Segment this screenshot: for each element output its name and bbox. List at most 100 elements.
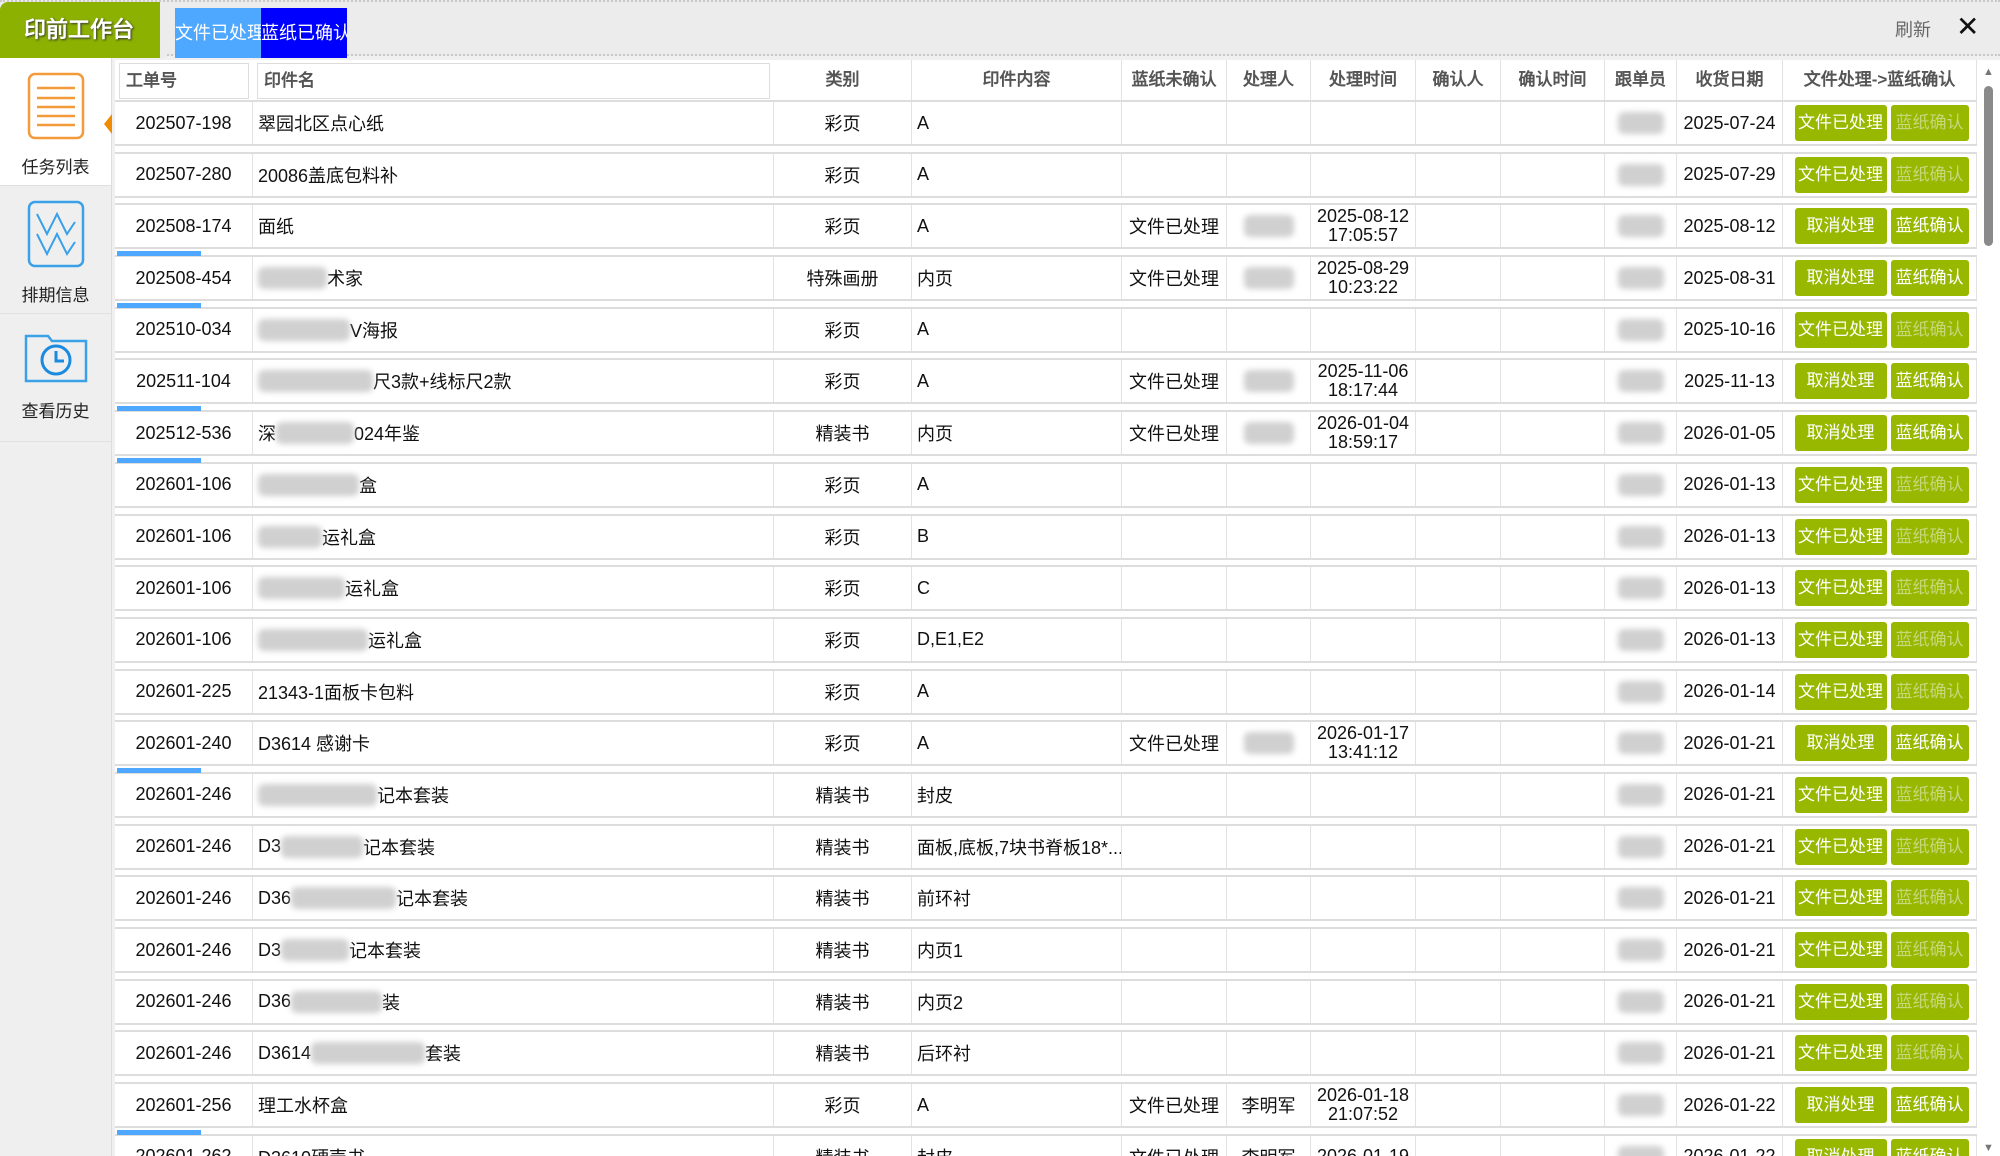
mark-processed-button[interactable]: 文件已处理	[1794, 828, 1887, 865]
cancel-process-button[interactable]: 取消处理	[1794, 725, 1887, 762]
table-row[interactable]: 202601-106 运礼盒 彩页 C 2026-01-13 文件已处理 蓝纸确认	[115, 567, 1977, 619]
table-row[interactable]: 202601-106 运礼盒 彩页 B 2026-01-13 文件已处理 蓝纸确认	[115, 515, 1977, 568]
tab-blueprint-confirmed[interactable]: 蓝纸已确认	[261, 8, 347, 58]
order-no: 202601-246	[115, 825, 253, 868]
table-row[interactable]: 202508-454 术家 特殊画册 内页 文件已处理 2025-08-29 10:23:2…	[115, 257, 1977, 309]
table-row[interactable]: 202511-104 尺3款+线标尺2款 彩页 A 文件已处理 2025-11-06 18:…	[115, 360, 1977, 413]
cancel-process-button[interactable]: 取消处理	[1794, 363, 1887, 400]
row-separator	[115, 611, 1977, 619]
order-no: 202601-106	[115, 463, 253, 506]
merchandiser	[1605, 1135, 1677, 1156]
scrollbar-thumb[interactable]	[1984, 86, 1993, 246]
redacted-blur	[1243, 267, 1294, 290]
table-row[interactable]: 202510-034 V海报 彩页 A 2025-10-16 文件已处理 蓝纸确认	[115, 308, 1977, 361]
col-process-time[interactable]: 处理时间	[1311, 60, 1416, 100]
scroll-up-icon[interactable]: ▲	[1983, 66, 1994, 78]
active-indicator	[104, 114, 112, 134]
actions: 文件已处理 蓝纸确认	[1783, 153, 1977, 196]
col-content[interactable]: 印件内容	[912, 60, 1122, 100]
order-no: 202601-246	[115, 773, 253, 816]
mark-processed-button[interactable]: 文件已处理	[1794, 1035, 1887, 1072]
mark-processed-button[interactable]: 文件已处理	[1794, 621, 1887, 658]
sidebar-item-task-list[interactable]: 任务列表	[0, 58, 112, 186]
table-row[interactable]: 202601-106 运礼盒 彩页 D,E1,E2 2026-01-13 文件已处理 蓝纸确…	[115, 618, 1977, 671]
time-line: 17:05:57	[1327, 225, 1399, 246]
close-icon[interactable]: ✕	[1956, 11, 1980, 42]
table-row[interactable]: 202601-225 21343-1面板卡包料 彩页 A 2026-01-14 文件已处理…	[115, 670, 1977, 723]
col-handler[interactable]: 处理人	[1227, 60, 1311, 100]
table-row[interactable]: 202601-256 理工水杯盒 彩页 A 文件已处理 李明军 2026-01-18 21:0…	[115, 1084, 1977, 1136]
confirm-blueprint-button[interactable]: 蓝纸确认	[1890, 208, 1969, 245]
order-no: 202601-106	[115, 515, 253, 558]
col-actions[interactable]: 文件处理->蓝纸确认	[1783, 60, 1977, 100]
confirm-blueprint-button[interactable]: 蓝纸确认	[1890, 725, 1969, 762]
mark-processed-button[interactable]: 文件已处理	[1794, 932, 1887, 968]
cancel-process-button[interactable]: 取消处理	[1794, 1087, 1887, 1124]
scroll-down-icon[interactable]: ▼	[1983, 1142, 1994, 1154]
mark-processed-button[interactable]: 文件已处理	[1794, 880, 1887, 917]
confirmer	[1416, 308, 1501, 351]
cancel-process-button[interactable]: 取消处理	[1794, 208, 1887, 245]
table-row[interactable]: 202601-246 D36 记本套装 精装书 前环衬 2026-01-21 文件已处理 蓝纸…	[115, 877, 1977, 929]
cancel-process-button[interactable]: 取消处理	[1794, 260, 1887, 297]
col-confirmer[interactable]: 确认人	[1416, 60, 1501, 100]
unconfirmed-status	[1122, 463, 1227, 506]
mark-processed-button[interactable]: 文件已处理	[1794, 105, 1887, 141]
cancel-process-button[interactable]: 取消处理	[1794, 415, 1887, 452]
confirm-blueprint-button[interactable]: 蓝纸确认	[1890, 1087, 1969, 1124]
actions: 文件已处理 蓝纸确认	[1783, 102, 1977, 144]
table-row[interactable]: 202601-246 记本套装 精装书 封皮 2026-01-21 文件已处理 蓝纸确认	[115, 773, 1977, 826]
confirmer	[1416, 257, 1501, 300]
table-row[interactable]: 202601-246 D3614 套装 精装书 后环衬 2026-01-21 文件已处理 蓝纸…	[115, 1032, 1977, 1085]
mark-processed-button[interactable]: 文件已处理	[1794, 570, 1887, 607]
col-unconfirmed[interactable]: 蓝纸未确认	[1122, 60, 1227, 100]
col-confirm-time[interactable]: 确认时间	[1501, 60, 1605, 100]
item-name: V海报	[253, 308, 774, 351]
mark-processed-button[interactable]: 文件已处理	[1794, 983, 1887, 1020]
table-row[interactable]: 202512-536 深 024年鉴 精装书 内页 文件已处理 2026-01-04 18:5…	[115, 412, 1977, 464]
content: A	[912, 308, 1122, 351]
table-row[interactable]: 202601-246 D36 装精装书 内页2 2026-01-21 文件已处理 蓝纸确认	[115, 980, 1977, 1033]
col-delivery-date[interactable]: 收货日期	[1677, 60, 1783, 100]
time-line: 18:17:44	[1327, 380, 1399, 401]
table-row[interactable]: 202508-174 面纸 彩页 A 文件已处理 2025-08-12 17:05:57 20…	[115, 205, 1977, 258]
redacted-blur	[1617, 525, 1664, 548]
mark-processed-button[interactable]: 文件已处理	[1794, 311, 1887, 348]
process-time: 2026-01-18 21:07:52	[1311, 1084, 1416, 1127]
confirm-time	[1501, 153, 1605, 196]
tab-file-processed[interactable]: 文件已处理	[175, 8, 261, 58]
confirm-blueprint-button[interactable]: 蓝纸确认	[1890, 363, 1969, 400]
table-row[interactable]: 202601-106 盒彩页 A 2026-01-13 文件已处理 蓝纸确认	[115, 463, 1977, 516]
table-row[interactable]: 202601-246 D3 记本套装 精装书 内页1 2026-01-21 文件已处理 蓝纸确…	[115, 929, 1977, 981]
sidebar-item-history[interactable]: 查看历史	[0, 314, 111, 442]
col-merchandiser[interactable]: 跟单员	[1605, 60, 1677, 100]
delivery-date: 2026-01-21	[1677, 1032, 1783, 1075]
process-time: 2026-01-04 18:59:17	[1311, 412, 1416, 455]
redacted-blur	[1617, 215, 1664, 238]
refresh-button[interactable]: 刷新	[1895, 20, 1931, 40]
table-row[interactable]: 202507-280 20086盖底包料补 彩页 A 2025-07-29 文件已处理 蓝纸…	[115, 153, 1977, 206]
mark-processed-button[interactable]: 文件已处理	[1794, 776, 1887, 813]
confirm-blueprint-button[interactable]: 蓝纸确认	[1890, 260, 1969, 297]
content: A	[912, 670, 1122, 713]
vertical-scrollbar[interactable]: ▲ ▼	[1977, 60, 2000, 1156]
table-row[interactable]: 202601-240 D3614 感谢卡 彩页 A 文件已处理 2026-01-17 13:…	[115, 722, 1977, 774]
cancel-process-button[interactable]: 取消处理	[1794, 1138, 1887, 1156]
table-row[interactable]: 202507-198 翠园北区点心纸 彩页 A 2025-07-24 文件已处理 蓝纸确认	[115, 102, 1977, 154]
confirm-blueprint-button[interactable]: 蓝纸确认	[1890, 415, 1969, 452]
item-name-visible: 术家	[327, 269, 363, 290]
col-order-no[interactable]: 工单号	[119, 63, 249, 99]
col-item-name[interactable]: 印件名	[257, 63, 770, 99]
table-row[interactable]: 202601-262 D3610硬壳书 精装书封皮文件已处理李明军 2026-01-1…	[115, 1135, 1977, 1156]
col-category[interactable]: 类别	[774, 60, 912, 100]
confirmer	[1416, 722, 1501, 765]
sidebar-item-schedule[interactable]: 排期信息	[0, 186, 111, 314]
table-row[interactable]: 202601-246 D3 记本套装 精装书 面板,底板,7块书脊板18*... 2026…	[115, 825, 1977, 878]
confirm-blueprint-button[interactable]: 蓝纸确认	[1890, 1138, 1969, 1156]
mark-processed-button[interactable]: 文件已处理	[1794, 518, 1887, 555]
mark-processed-button[interactable]: 文件已处理	[1794, 156, 1887, 193]
confirm-time	[1501, 567, 1605, 610]
mark-processed-button[interactable]: 文件已处理	[1794, 673, 1887, 710]
mark-processed-button[interactable]: 文件已处理	[1794, 466, 1887, 503]
redacted-blur	[291, 990, 383, 1013]
